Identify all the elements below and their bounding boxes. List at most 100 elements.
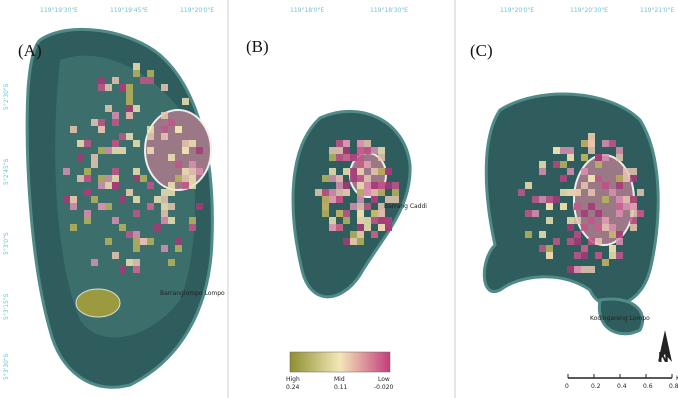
pixel-cell [595, 161, 602, 168]
pixel-cell [84, 189, 91, 196]
pixel-cell [133, 105, 140, 112]
pixel-cell [378, 182, 385, 189]
pixel-cell [546, 217, 553, 224]
panel-label: (C) [470, 41, 493, 60]
pixel-cell [161, 217, 168, 224]
pixel-cell [581, 252, 588, 259]
pixel-cell [630, 168, 637, 175]
pixel-cell [98, 147, 105, 154]
pixel-cell [385, 217, 392, 224]
pixel-cell [175, 238, 182, 245]
pixel-cell [168, 217, 175, 224]
pixel-cell [70, 196, 77, 203]
pixel-cell [168, 189, 175, 196]
pixel-cell [630, 175, 637, 182]
pixel-cell [105, 175, 112, 182]
coord-label: 5°3'0"S [3, 232, 10, 255]
pixel-cell [98, 203, 105, 210]
pixel-cell [350, 231, 357, 238]
pixel-cell [98, 182, 105, 189]
pixel-cell [119, 266, 126, 273]
pixel-cell [336, 140, 343, 147]
coord-label: 5°3'15"S [3, 293, 10, 320]
pixel-cell [91, 119, 98, 126]
pixel-cell [525, 210, 532, 217]
pixel-cell [91, 154, 98, 161]
pixel-cell [343, 168, 350, 175]
pixel-cell [357, 210, 364, 217]
pixel-cell [189, 224, 196, 231]
pixel-cell [133, 140, 140, 147]
pixel-cell [616, 147, 623, 154]
pixel-cell [595, 210, 602, 217]
pixel-cell [84, 168, 91, 175]
pixel-cell [112, 168, 119, 175]
pixel-cell [168, 259, 175, 266]
pixel-cell [336, 210, 343, 217]
pixel-cell [588, 140, 595, 147]
pixel-cell [140, 77, 147, 84]
pixel-cell [343, 238, 350, 245]
pixel-cell [161, 84, 168, 91]
coord-label: 5°2'45"S [3, 158, 10, 185]
pixel-cell [574, 203, 581, 210]
pixel-cell [189, 182, 196, 189]
pixel-cell [196, 147, 203, 154]
coord-label: 119°20'30"E [570, 7, 608, 14]
pixel-cell [623, 196, 630, 203]
pixel-cell [336, 224, 343, 231]
pixel-cell [560, 147, 567, 154]
pixel-cell [602, 224, 609, 231]
pixel-cell [574, 231, 581, 238]
pixel-cell [112, 252, 119, 259]
scale-label: 0.4 [617, 383, 627, 390]
pixel-cell [630, 196, 637, 203]
legend-label: Low [378, 376, 390, 383]
pixel-cell [378, 217, 385, 224]
pixel-cell [112, 147, 119, 154]
pixel-cell [364, 140, 371, 147]
pixel-cell [126, 84, 133, 91]
pixel-cell [189, 140, 196, 147]
pixel-cell [350, 203, 357, 210]
pixel-cell [336, 175, 343, 182]
pixel-cell [539, 231, 546, 238]
pixel-cell [364, 217, 371, 224]
pixel-cell [126, 98, 133, 105]
pixel-cell [357, 189, 364, 196]
pixel-cell [609, 189, 616, 196]
pixel-cell [378, 210, 385, 217]
pixel-cell [616, 238, 623, 245]
pixel-cell [70, 203, 77, 210]
pixel-cell [322, 210, 329, 217]
island-name: Barranglompo Lompo [160, 290, 225, 297]
pixel-cell [105, 84, 112, 91]
pixel-cell [364, 189, 371, 196]
pixel-cell [140, 238, 147, 245]
pixel-cell [329, 147, 336, 154]
pixel-cell [133, 70, 140, 77]
pixel-cell [630, 224, 637, 231]
pixel-cell [364, 175, 371, 182]
pixel-cell [371, 210, 378, 217]
pixel-cell [364, 203, 371, 210]
pixel-cell [105, 238, 112, 245]
pixel-cell [539, 196, 546, 203]
pixel-cell [630, 210, 637, 217]
pixel-cell [609, 140, 616, 147]
pixel-cell [588, 266, 595, 273]
pixel-cell [133, 175, 140, 182]
pixel-cell [371, 182, 378, 189]
pixel-cell [175, 175, 182, 182]
pixel-cell [343, 210, 350, 217]
pixel-cell [567, 238, 574, 245]
pixel-cell [126, 112, 133, 119]
pixel-cell [602, 196, 609, 203]
pixel-cell [357, 203, 364, 210]
pixel-cell [175, 245, 182, 252]
pixel-cell [98, 175, 105, 182]
pixel-cell [168, 154, 175, 161]
pixel-cell [357, 182, 364, 189]
pixel-cell [602, 259, 609, 266]
pixel-cell [364, 161, 371, 168]
